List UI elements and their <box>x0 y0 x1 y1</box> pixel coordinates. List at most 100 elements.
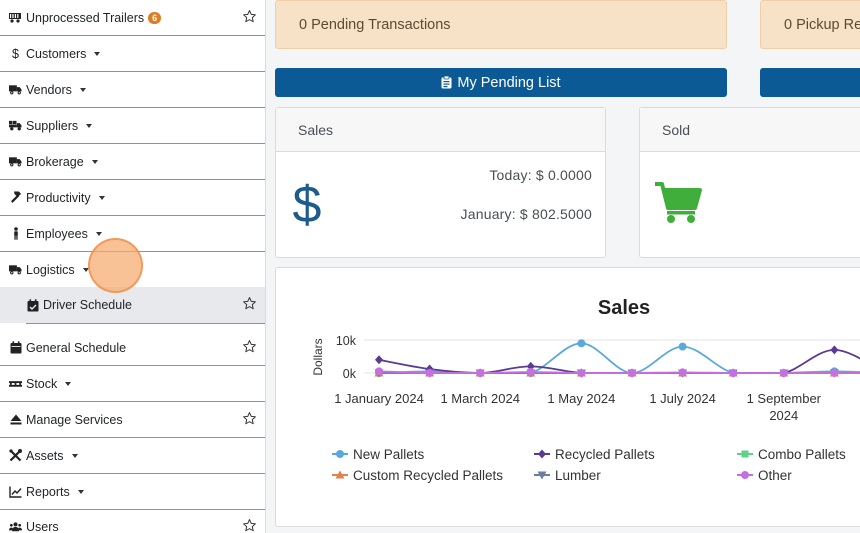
sidebar-item-general-schedule[interactable]: General Schedule <box>0 330 265 366</box>
sidebar-item-customers[interactable]: $ Customers <box>0 36 265 72</box>
sidebar-item-label: Manage Services <box>26 412 123 427</box>
truck-loaded-icon <box>9 119 22 132</box>
chart-xtick-label: 1 March 2024 <box>440 391 519 406</box>
sales-month-value: $ 802.5000 <box>519 206 592 222</box>
chart-title: Sales <box>598 297 650 319</box>
chart-point <box>729 369 738 377</box>
sidebar-item-label: Suppliers <box>26 118 79 133</box>
sidebar-item-assets[interactable]: Assets <box>0 438 265 474</box>
chart-series-line <box>378 342 860 374</box>
sidebar-item-stock[interactable]: Stock <box>0 366 265 402</box>
chart-point <box>678 368 687 377</box>
sidebar-item-label: Unprocessed Trailers <box>26 10 145 25</box>
chart-point <box>476 369 485 377</box>
sidebar-item-label: Assets <box>26 448 64 463</box>
sidebar-item-suppliers[interactable]: Suppliers <box>0 108 265 144</box>
pallet-icon <box>9 377 22 390</box>
sidebar-item-label: Reports <box>26 484 70 499</box>
caret-down-icon <box>79 88 86 92</box>
sidebar-item-label: Productivity <box>26 190 91 205</box>
dollar-sign-icon: $ <box>293 178 322 228</box>
sidebar-item-driver-schedule[interactable]: Driver Schedule <box>0 287 265 323</box>
shopping-cart-icon <box>655 182 702 223</box>
sidebar-item-productivity[interactable]: Productivity <box>0 180 265 216</box>
sales-chart: Sales Dollars 10k 0k 1 January 2024 1 March 2… <box>311 297 860 483</box>
sidebar-item-label: Employees <box>26 226 88 241</box>
sold-panel: Sold <box>639 107 860 258</box>
star-icon[interactable] <box>242 411 257 426</box>
sales-month-label: January: <box>460 206 516 222</box>
secondary-blue-button[interactable] <box>760 68 860 97</box>
chart-xtick-label: 1 July 2024 <box>649 391 716 406</box>
my-pending-list-button[interactable]: My Pending List <box>275 68 727 97</box>
caret-down-icon <box>91 160 98 164</box>
svg-text:$: $ <box>293 178 322 228</box>
star-icon[interactable] <box>242 296 257 311</box>
legend-marker <box>336 450 344 458</box>
chart-ytick-label: 10k <box>336 334 357 348</box>
truck-icon <box>9 263 22 276</box>
chart-point <box>375 355 383 365</box>
count-badge: 6 <box>148 11 162 24</box>
star-icon[interactable] <box>242 339 257 354</box>
calendar-check-icon <box>26 298 39 312</box>
chart-ytick-label: 0k <box>343 367 357 381</box>
legend-marker <box>537 471 547 480</box>
pending-transactions-alert[interactable]: 0 Pending Transactions <box>275 0 727 49</box>
users-icon <box>9 520 22 533</box>
legend-label: Other <box>758 468 792 483</box>
sidebar-item-label: Stock <box>26 376 58 391</box>
pickup-requests-alert[interactable]: 0 Pickup Re <box>760 0 860 49</box>
my-pending-list-label: My Pending List <box>457 74 561 91</box>
chart-xtick-label: 1 January 2024 <box>334 391 424 406</box>
pending-transactions-text: 0 Pending Transactions <box>299 16 451 33</box>
sold-panel-title: Sold <box>640 108 860 152</box>
caret-down-icon <box>95 232 102 236</box>
caret-down-icon <box>86 124 93 128</box>
legend-label: Combo Pallets <box>758 447 846 462</box>
chart-line-icon <box>9 485 22 498</box>
legend-marker <box>538 449 546 459</box>
sales-today-row: Today: $ 0.0000 <box>489 167 592 183</box>
sidebar-item-reports[interactable]: Reports <box>0 474 265 510</box>
pickup-requests-text: 0 Pickup Re <box>784 16 860 33</box>
legend-label: Recycled Pallets <box>555 447 655 462</box>
sidebar-item-label: Logistics <box>26 262 75 277</box>
star-icon[interactable] <box>242 518 257 533</box>
sidebar-item-unprocessed-trailers[interactable]: Unprocessed Trailers 6 <box>0 0 265 36</box>
sidebar-item-brokerage[interactable]: Brokerage <box>0 144 265 180</box>
truck-icon <box>9 155 22 168</box>
chart-point <box>577 369 586 377</box>
submenu-divider <box>26 323 265 324</box>
sales-panel-title: Sales <box>276 108 605 152</box>
sidebar-item-users[interactable]: Users <box>0 509 265 533</box>
caret-down-icon <box>94 52 101 56</box>
legend-label: Custom Recycled Pallets <box>353 468 503 483</box>
chart-point <box>628 369 636 377</box>
calendar-icon <box>9 341 22 354</box>
clipboard-icon <box>441 76 452 89</box>
eject-icon <box>9 413 22 426</box>
caret-down-icon <box>98 196 105 200</box>
sales-chart-panel: Sales Dollars 10k 0k 1 January 2024 1 March 2… <box>275 267 860 527</box>
person-icon <box>9 227 22 240</box>
trailer-icon <box>9 11 22 24</box>
sales-today-value: $ 0.0000 <box>535 167 592 183</box>
chart-point <box>425 369 434 377</box>
caret-down-icon <box>65 382 72 386</box>
chart-xtick-label: 1 September 2024 <box>747 391 822 423</box>
star-icon[interactable] <box>242 9 257 24</box>
chart-point <box>678 342 687 351</box>
sidebar-item-manage-services[interactable]: Manage Services <box>0 402 265 438</box>
sidebar-item-label: Vendors <box>26 82 72 97</box>
sidebar-item-label: Users <box>26 519 59 533</box>
sales-today-label: Today: <box>489 167 532 183</box>
sidebar-item-vendors[interactable]: Vendors <box>0 72 265 108</box>
sales-month-row: January: $ 802.5000 <box>461 206 592 222</box>
click-indicator <box>88 238 143 293</box>
chart-point <box>577 339 586 348</box>
dollar-icon: $ <box>9 47 22 60</box>
caret-down-icon <box>77 490 84 494</box>
chart-point <box>375 367 383 376</box>
sidebar-item-label: General Schedule <box>26 340 127 355</box>
